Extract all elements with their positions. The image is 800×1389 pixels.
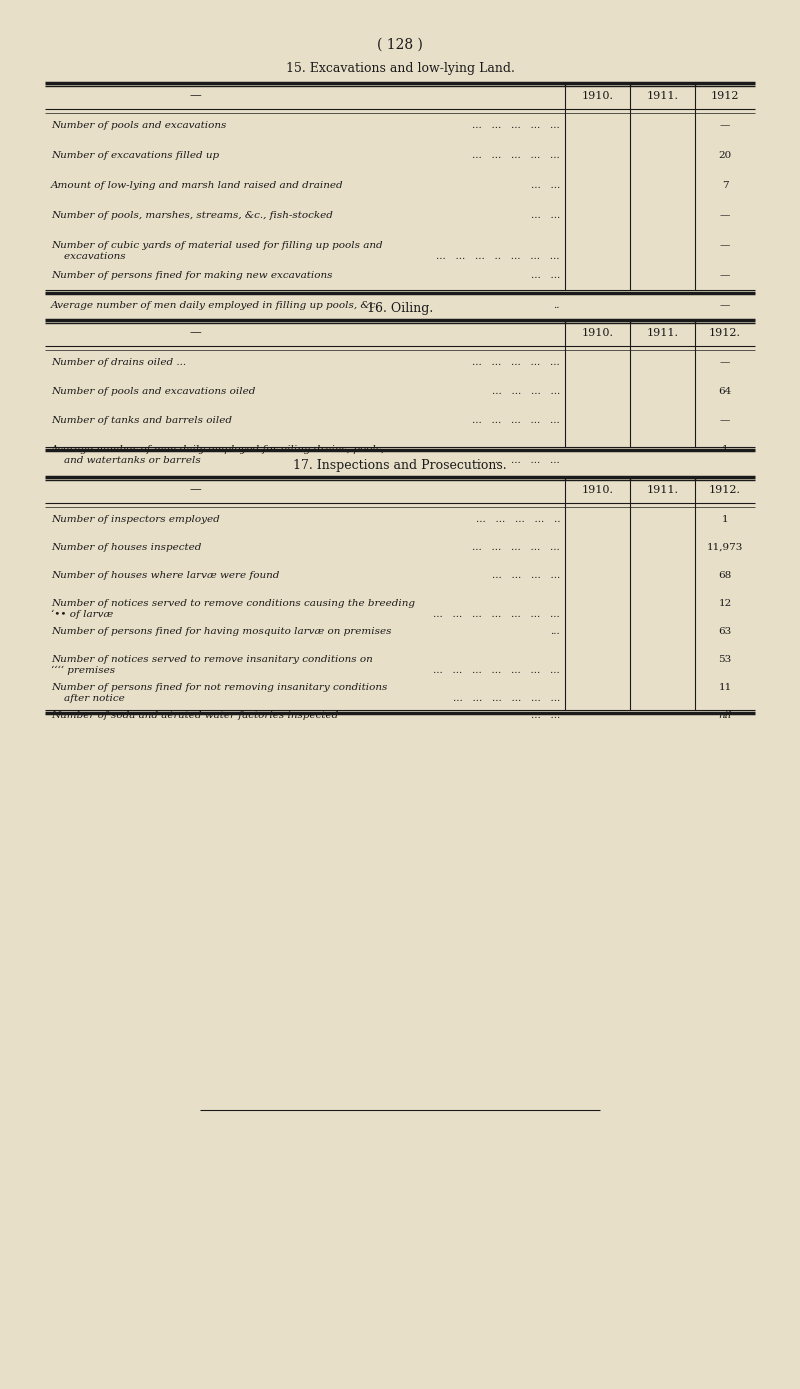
Text: Average number of men daily employed for oiling drains, pools,: Average number of men daily employed for…	[51, 444, 386, 454]
Text: 1910.: 1910.	[582, 328, 614, 338]
Text: ‘•• of larvæ: ‘•• of larvæ	[51, 610, 114, 619]
Text: —: —	[189, 326, 201, 339]
Text: —: —	[189, 483, 201, 496]
Text: Number of cubic yards of material used for filling up pools and: Number of cubic yards of material used f…	[51, 242, 382, 250]
Text: 63: 63	[718, 626, 732, 636]
Text: Number of excavations filled up: Number of excavations filled up	[51, 151, 219, 160]
Text: ...   ...   ...   ...   ..: ... ... ... ... ..	[475, 515, 560, 524]
Text: 1912.: 1912.	[709, 328, 741, 338]
Text: ...   ...   ...   ...: ... ... ... ...	[492, 571, 560, 581]
Text: 1910.: 1910.	[582, 485, 614, 494]
Text: 11: 11	[718, 683, 732, 692]
Text: —: —	[720, 415, 730, 425]
Text: 1912.: 1912.	[709, 485, 741, 494]
Text: 1912: 1912	[710, 92, 739, 101]
Text: 1: 1	[722, 444, 728, 454]
Text: —: —	[720, 211, 730, 219]
Text: ...   ...   ...   ...: ... ... ... ...	[492, 388, 560, 396]
Text: 64: 64	[718, 388, 732, 396]
Text: excavations: excavations	[51, 251, 126, 261]
Text: 1911.: 1911.	[646, 328, 678, 338]
Text: ...   ...   ...   ...   ...   ...   ...: ... ... ... ... ... ... ...	[434, 665, 560, 675]
Text: 20: 20	[718, 151, 732, 160]
Text: ..: ..	[554, 301, 560, 310]
Text: 1911.: 1911.	[646, 485, 678, 494]
Text: ...   ...   ...   ...   ...: ... ... ... ... ...	[472, 358, 560, 367]
Text: Number of pools, marshes, streams, &c., fish-stocked: Number of pools, marshes, streams, &c., …	[51, 211, 333, 219]
Text: ...: ...	[550, 626, 560, 636]
Text: ...   ...: ... ...	[530, 711, 560, 720]
Text: ...   ...   ...   ..   ...   ...   ...: ... ... ... .. ... ... ...	[437, 251, 560, 261]
Text: —: —	[720, 271, 730, 281]
Text: and watertanks or barrels: and watertanks or barrels	[51, 456, 201, 465]
Text: ...   ...   ...   ...   ...: ... ... ... ... ...	[472, 456, 560, 465]
Text: 15. Excavations and low-lying Land.: 15. Excavations and low-lying Land.	[286, 63, 514, 75]
Text: —: —	[189, 89, 201, 101]
Text: —: —	[720, 242, 730, 250]
Text: Number of persons fined for not removing insanitary conditions: Number of persons fined for not removing…	[51, 683, 387, 692]
Text: 11,973: 11,973	[707, 543, 743, 551]
Text: —: —	[720, 121, 730, 131]
Text: Number of houses inspected: Number of houses inspected	[51, 543, 202, 551]
Text: ...   ...: ... ...	[530, 211, 560, 219]
Text: ...   ...   ...   ...   ...: ... ... ... ... ...	[472, 415, 560, 425]
Text: —: —	[720, 358, 730, 367]
Text: ...   ...: ... ...	[530, 181, 560, 190]
Text: Number of inspectors employed: Number of inspectors employed	[51, 515, 220, 524]
Text: 1910.: 1910.	[582, 92, 614, 101]
Text: nil: nil	[718, 711, 732, 720]
Text: Number of pools and excavations: Number of pools and excavations	[51, 121, 226, 131]
Text: Number of pools and excavations oiled: Number of pools and excavations oiled	[51, 388, 255, 396]
Text: ‘‘‘‘ premises: ‘‘‘‘ premises	[51, 665, 115, 675]
Text: 16. Oiling.: 16. Oiling.	[367, 301, 433, 315]
Text: 53: 53	[718, 656, 732, 664]
Text: 12: 12	[718, 599, 732, 608]
Text: after notice: after notice	[51, 694, 125, 703]
Text: Number of houses where larvæ were found: Number of houses where larvæ were found	[51, 571, 279, 581]
Text: 68: 68	[718, 571, 732, 581]
Text: Amount of low-lying and marsh land raised and drained: Amount of low-lying and marsh land raise…	[51, 181, 344, 190]
Text: 1911.: 1911.	[646, 92, 678, 101]
Text: Average number of men daily employed in filling up pools, &c.: Average number of men daily employed in …	[51, 301, 380, 310]
Text: Number of tanks and barrels oiled: Number of tanks and barrels oiled	[51, 415, 232, 425]
Text: ...   ...   ...   ...   ...   ...: ... ... ... ... ... ...	[453, 694, 560, 703]
Text: ...   ...   ...   ...   ...: ... ... ... ... ...	[472, 543, 560, 551]
Text: 7: 7	[722, 181, 728, 190]
Text: ...   ...   ...   ...   ...: ... ... ... ... ...	[472, 121, 560, 131]
Text: Number of notices served to remove insanitary conditions on: Number of notices served to remove insan…	[51, 656, 373, 664]
Text: ...   ...: ... ...	[530, 271, 560, 281]
Text: ( 128 ): ( 128 )	[377, 38, 423, 51]
Text: ...   ...   ...   ...   ...   ...   ...: ... ... ... ... ... ... ...	[434, 610, 560, 619]
Text: 1: 1	[722, 515, 728, 524]
Text: Number of notices served to remove conditions causing the breeding: Number of notices served to remove condi…	[51, 599, 415, 608]
Text: ...   ...   ...   ...   ...: ... ... ... ... ...	[472, 151, 560, 160]
Text: —: —	[720, 301, 730, 310]
Text: Number of persons fined for having mosquito larvæ on premises: Number of persons fined for having mosqu…	[51, 626, 391, 636]
Text: 17. Inspections and Prosecutions.: 17. Inspections and Prosecutions.	[293, 458, 507, 472]
Text: Number of drains oiled ...: Number of drains oiled ...	[51, 358, 186, 367]
Text: Number of persons fined for making new excavations: Number of persons fined for making new e…	[51, 271, 333, 281]
Text: Number of soda and aérated water factories inspected: Number of soda and aérated water factori…	[51, 711, 338, 721]
